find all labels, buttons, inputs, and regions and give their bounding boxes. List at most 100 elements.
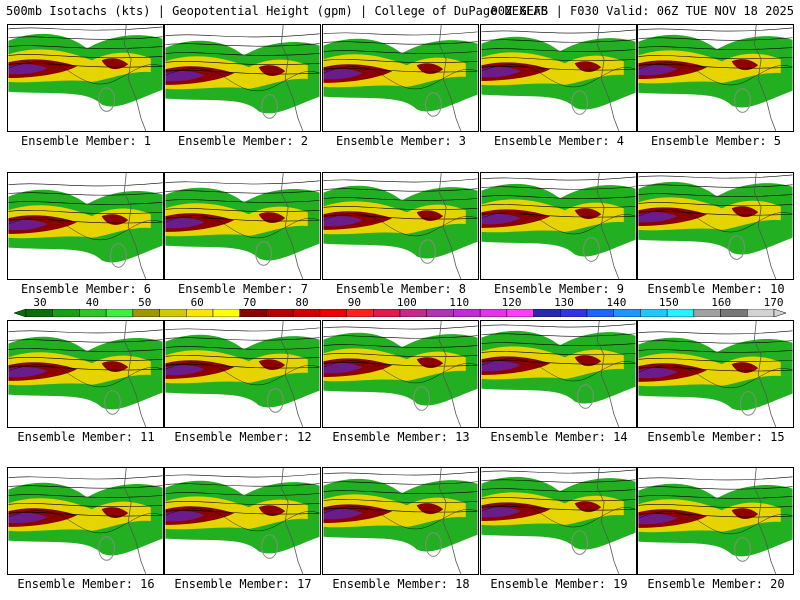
colorbar-swatch bbox=[132, 309, 160, 317]
member-label-20: Ensemble Member: 20 bbox=[647, 577, 785, 591]
height-contour bbox=[481, 39, 636, 43]
member-label-3: Ensemble Member: 3 bbox=[335, 134, 467, 148]
isotach-purple-core bbox=[481, 214, 521, 225]
jet-axis bbox=[481, 64, 636, 88]
ensemble-panel-16 bbox=[7, 467, 164, 575]
colorbar-right-arrow bbox=[773, 309, 786, 317]
isotach-purple-core bbox=[323, 68, 363, 80]
isotach-red-core-2 bbox=[258, 505, 286, 517]
jet-axis bbox=[481, 358, 636, 382]
closed-contour bbox=[425, 92, 442, 117]
colorbar-tick-label: 100 bbox=[396, 296, 417, 309]
colorbar-tick-label: 50 bbox=[138, 296, 152, 309]
height-contour bbox=[165, 69, 320, 75]
height-contour bbox=[165, 473, 320, 478]
closed-contour bbox=[110, 243, 127, 268]
isotach-map bbox=[8, 25, 163, 131]
isotach-purple-core bbox=[165, 217, 205, 229]
height-contour bbox=[323, 31, 478, 36]
jet-axis bbox=[165, 68, 320, 92]
closed-contour bbox=[261, 94, 278, 119]
height-contour bbox=[638, 184, 793, 188]
colorbar-swatch bbox=[52, 309, 80, 317]
height-contour bbox=[8, 329, 163, 334]
closed-contour bbox=[571, 530, 588, 555]
ensemble-panel-5 bbox=[637, 24, 794, 132]
isotach-red-core-2 bbox=[258, 212, 286, 223]
member-label-11: Ensemble Member: 11 bbox=[17, 430, 155, 444]
height-contour bbox=[638, 366, 793, 372]
height-contour bbox=[481, 360, 636, 365]
height-contour bbox=[323, 325, 478, 330]
colorbar-tick-label: 30 bbox=[33, 296, 47, 309]
height-contour bbox=[323, 471, 478, 476]
height-contour bbox=[323, 67, 478, 73]
closed-contour bbox=[261, 534, 278, 559]
height-contour bbox=[165, 501, 320, 506]
member-label-16: Ensemble Member: 16 bbox=[17, 577, 155, 591]
coastline bbox=[280, 321, 304, 427]
height-contour bbox=[481, 469, 636, 474]
ensemble-panel-13 bbox=[322, 320, 479, 428]
map-title: 500mb Isotachs (kts) | Geopotential Heig… bbox=[6, 3, 794, 19]
isotach-purple-core bbox=[8, 512, 48, 524]
isotach-red-core-2 bbox=[258, 359, 286, 371]
ensemble-panel-15 bbox=[637, 320, 794, 428]
isotach-map bbox=[165, 321, 320, 427]
member-label-9: Ensemble Member: 9 bbox=[493, 282, 625, 296]
isotach-purple-core bbox=[638, 513, 678, 525]
height-contour bbox=[165, 216, 320, 222]
coastline bbox=[438, 321, 462, 427]
height-contour bbox=[8, 218, 163, 224]
jet-axis bbox=[165, 508, 320, 532]
colorbar-swatch bbox=[159, 309, 187, 317]
height-contour bbox=[165, 190, 320, 194]
ensemble-panel-12 bbox=[164, 320, 321, 428]
height-contour bbox=[638, 202, 793, 207]
coastline bbox=[753, 321, 777, 427]
ensemble-panel-1 bbox=[7, 24, 164, 132]
height-contour bbox=[481, 351, 636, 356]
isotach-red-core-2 bbox=[731, 508, 759, 519]
closed-contour bbox=[98, 87, 115, 112]
height-contour bbox=[481, 488, 636, 492]
colorbar bbox=[14, 309, 786, 317]
member-label-17: Ensemble Member: 17 bbox=[174, 577, 312, 591]
ensemble-panel-19 bbox=[480, 467, 637, 575]
ensemble-panel-3 bbox=[322, 24, 479, 132]
height-contour bbox=[165, 33, 320, 38]
member-label-10: Ensemble Member: 10 bbox=[647, 282, 785, 296]
isotach-map bbox=[323, 468, 478, 574]
ensemble-panel-8 bbox=[322, 172, 479, 280]
height-contour bbox=[165, 483, 320, 487]
colorbar-swatch bbox=[266, 309, 294, 317]
closed-contour bbox=[413, 386, 430, 411]
ensemble-panel-20 bbox=[637, 467, 794, 575]
height-contour bbox=[165, 199, 320, 203]
coastline bbox=[280, 173, 304, 279]
coastline bbox=[753, 25, 777, 131]
member-label-4: Ensemble Member: 4 bbox=[493, 134, 625, 148]
height-contour bbox=[8, 45, 163, 49]
colorbar-swatch bbox=[292, 309, 321, 317]
height-contour bbox=[638, 174, 793, 179]
isotach-map bbox=[638, 321, 793, 427]
isotach-map bbox=[638, 25, 793, 131]
height-contour bbox=[165, 52, 320, 56]
height-contour bbox=[165, 327, 320, 332]
jet-axis bbox=[638, 209, 793, 233]
height-contour bbox=[481, 323, 636, 328]
colorbar-left-arrow bbox=[14, 309, 27, 317]
closed-contour bbox=[728, 235, 745, 260]
height-contour bbox=[8, 511, 163, 517]
isotach-red-core-2 bbox=[258, 65, 286, 76]
height-contour bbox=[638, 486, 793, 490]
coastline bbox=[438, 468, 462, 574]
colorbar-swatch bbox=[186, 309, 214, 317]
isotach-red-core-2 bbox=[416, 357, 444, 369]
isotach-purple-core bbox=[481, 361, 521, 372]
isotach-purple-core bbox=[481, 67, 521, 78]
title-left: 500mb Isotachs (kts) | Geopotential Heig… bbox=[6, 4, 548, 18]
coastline bbox=[123, 468, 147, 574]
height-contour bbox=[481, 176, 636, 181]
